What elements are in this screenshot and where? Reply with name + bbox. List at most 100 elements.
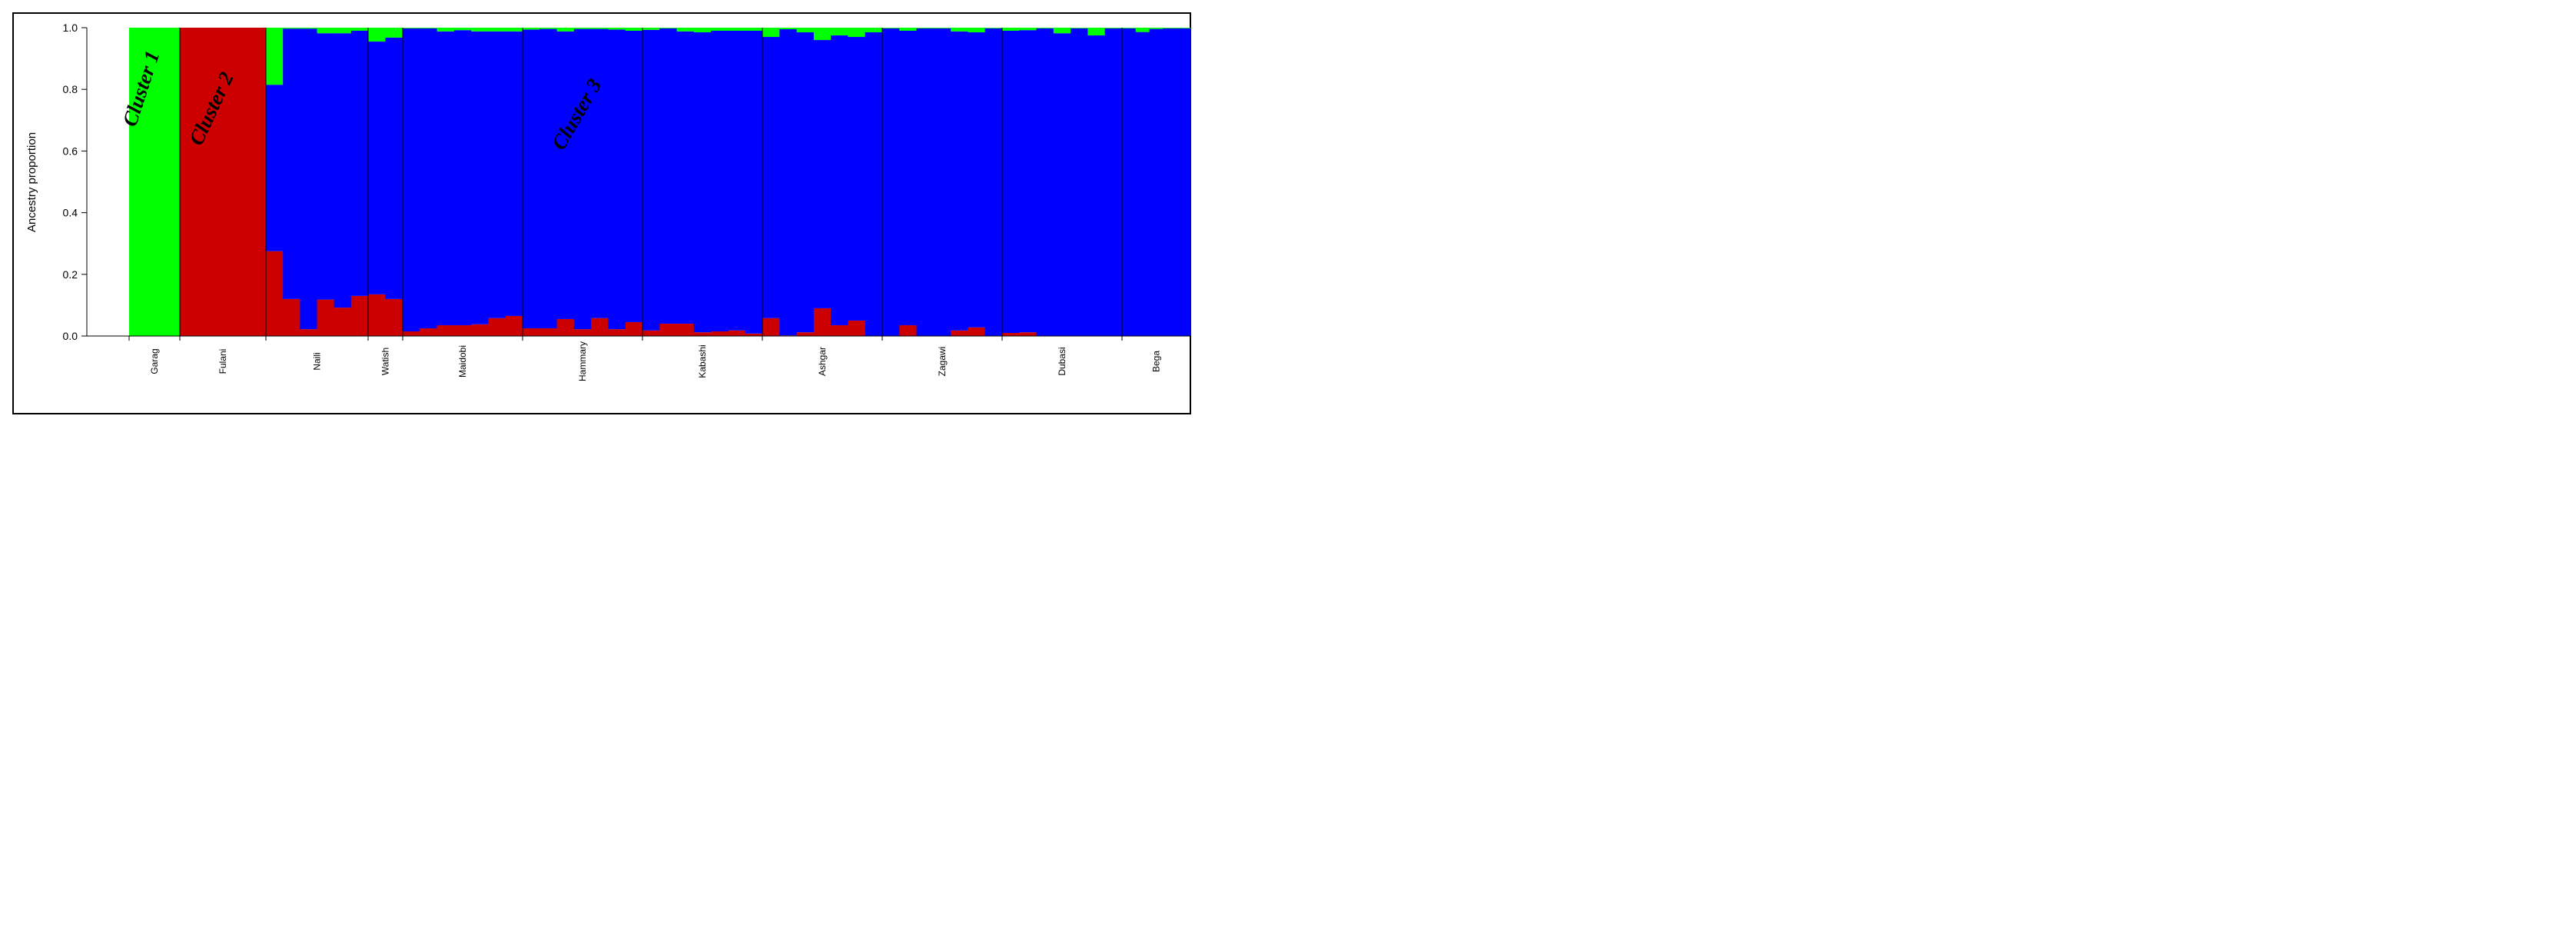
bar-cluster3-maidobi-2: [437, 31, 455, 325]
bar-cluster1-kabashi-0: [642, 28, 660, 30]
bar-cluster2-watish-1: [385, 298, 403, 336]
bar-cluster2-maidobi-0: [403, 331, 420, 336]
y-tick-label: 0.4: [63, 207, 78, 219]
bar-cluster3-dubasi-1: [1019, 30, 1037, 333]
bar-cluster2-naili-3: [317, 299, 335, 336]
bar-cluster3-naili-3: [317, 33, 335, 300]
bar-cluster3-zagawi-6: [984, 28, 1003, 336]
bar-cluster3-zagawi-3: [933, 28, 951, 336]
bar-cluster3-bega-4: [1177, 28, 1191, 336]
bar-cluster3-kabashi-1: [659, 28, 678, 324]
bar-cluster3-dubasi-4: [1071, 28, 1089, 336]
population-separators: [179, 28, 1123, 336]
bar-cluster1-zagawi-5: [968, 28, 986, 33]
bar-cluster1-naili-3: [317, 28, 335, 34]
bar-cluster3-dubasi-6: [1104, 28, 1123, 336]
bar-cluster3-bega-2: [1149, 28, 1164, 336]
bar-cluster2-dubasi-0: [1002, 332, 1020, 336]
bar-cluster2-zagawi-1: [899, 324, 918, 336]
y-tick-label: 0.2: [63, 268, 78, 281]
bar-cluster3-bega-1: [1135, 32, 1150, 336]
bar-cluster2-maidobi-6: [505, 315, 523, 336]
bar-cluster2-kabashi-3: [693, 332, 712, 336]
bar-cluster1-dubasi-3: [1053, 28, 1071, 34]
bar-cluster1-maidobi-4: [471, 28, 490, 32]
bar-cluster2-kabashi-1: [659, 323, 678, 336]
bar-cluster3-watish-1: [385, 37, 403, 299]
bar-cluster2-hammary-5: [608, 329, 626, 336]
y-tick-label: 0.8: [63, 83, 78, 95]
bar-cluster2-hammary-2: [556, 318, 575, 336]
population-label-ashgar: Ashgar: [817, 347, 828, 376]
bar-cluster1-kabashi-4: [711, 28, 729, 32]
bar-cluster2-ashgar-5: [848, 320, 866, 336]
bar-cluster2-kabashi-4: [711, 331, 729, 336]
bar-cluster3-watish-0: [368, 42, 387, 294]
bar-cluster1-ashgar-4: [831, 28, 849, 36]
bar-cluster1-naili-5: [350, 28, 369, 32]
bar-cluster3-kabashi-5: [728, 31, 746, 331]
bar-cluster2-naili-5: [350, 295, 369, 336]
bar-cluster3-dubasi-2: [1036, 28, 1054, 336]
bar-cluster3-maidobi-4: [471, 31, 490, 324]
bar-cluster3-dubasi-0: [1002, 31, 1020, 333]
bar-cluster3-naili-2: [300, 28, 318, 330]
bar-cluster1-hammary-4: [591, 28, 609, 29]
bar-cluster1-ashgar-5: [848, 28, 866, 38]
bar-cluster2-ashgar-4: [831, 324, 849, 336]
bar-cluster3-hammary-4: [591, 28, 609, 318]
bar-cluster1-hammary-3: [573, 28, 592, 29]
bar-cluster2-watish-0: [368, 294, 387, 336]
bar-cluster2-kabashi-6: [745, 333, 763, 336]
bar-cluster3-zagawi-5: [968, 32, 986, 328]
bar-cluster3-ashgar-3: [813, 40, 832, 308]
bar-cluster3-hammary-3: [573, 28, 592, 330]
bar-cluster1-ashgar-6: [865, 28, 883, 33]
bar-cluster3-zagawi-2: [916, 28, 934, 336]
bar-cluster2-ashgar-2: [796, 332, 815, 336]
population-label-zagawi: Zagawi: [937, 347, 948, 377]
bar-cluster3-ashgar-6: [865, 32, 883, 336]
bar-cluster1-naili-4: [334, 28, 352, 34]
bar-cluster1-hammary-0: [523, 28, 540, 30]
bar-cluster3-maidobi-3: [453, 30, 472, 325]
bar-cluster1-zagawi-1: [899, 28, 918, 32]
bar-cluster2-maidobi-1: [420, 328, 438, 336]
y-tick-label: 1.0: [63, 22, 78, 34]
bar-cluster1-ashgar-1: [779, 28, 798, 30]
bar-cluster3-ashgar-0: [762, 37, 780, 318]
bar-cluster2-zagawi-5: [968, 327, 986, 336]
bar-cluster1-kabashi-5: [728, 28, 746, 32]
bar-cluster3-ashgar-4: [831, 35, 849, 325]
bar-cluster3-ashgar-2: [796, 32, 815, 333]
bar-cluster2-kabashi-0: [642, 330, 660, 336]
bar-cluster2-maidobi-2: [437, 324, 455, 336]
bar-cluster3-maidobi-6: [505, 31, 523, 316]
bar-cluster1-kabashi-6: [745, 28, 763, 32]
bar-cluster2-maidobi-3: [453, 324, 472, 336]
population-label-bega: Bega: [1151, 351, 1162, 372]
population-label-dubasi: Dubasi: [1057, 347, 1067, 375]
bar-cluster2-hammary-1: [539, 328, 558, 336]
y-axis: 0.0 0.2 0.4 0.6 0.8 1.0: [63, 22, 88, 342]
bar-cluster3-kabashi-6: [745, 31, 763, 334]
bar-cluster2-fulani-0: [180, 28, 267, 336]
population-label-maidobi: Maidobi: [457, 345, 468, 378]
bar-cluster1-hammary-6: [625, 28, 643, 32]
bar-cluster1-dubasi-5: [1087, 28, 1106, 36]
bar-cluster3-bega-3: [1163, 28, 1177, 336]
bar-cluster3-dubasi-3: [1053, 33, 1071, 336]
bar-cluster1-maidobi-5: [488, 28, 506, 32]
bar-cluster2-hammary-4: [591, 318, 609, 336]
bar-cluster1-maidobi-3: [453, 28, 472, 31]
bar-cluster2-maidobi-4: [471, 324, 490, 336]
y-tick-label: 0.6: [63, 145, 78, 157]
bar-cluster2-ashgar-3: [813, 308, 832, 336]
bar-cluster2-hammary-0: [523, 328, 540, 336]
bar-cluster1-watish-0: [368, 28, 387, 42]
bar-cluster1-ashgar-0: [762, 28, 780, 38]
bar-cluster3-naili-1: [283, 28, 300, 299]
bar-cluster2-kabashi-5: [728, 330, 746, 336]
bar-cluster1-hammary-5: [608, 28, 626, 30]
x-axis: Garag Fulani Naili Watish Maidobi Hammary Kaba…: [87, 335, 1191, 381]
